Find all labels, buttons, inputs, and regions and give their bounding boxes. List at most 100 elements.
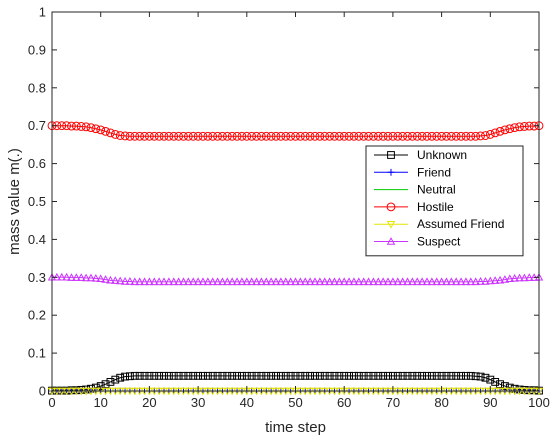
circle-marker (242, 131, 252, 141)
triangle-up-marker (388, 277, 398, 286)
circle-marker (140, 131, 149, 141)
square-marker (130, 371, 139, 380)
triangle-up-marker (252, 277, 261, 286)
x-tick-label: 100 (528, 395, 550, 410)
triangle-up-marker (115, 276, 125, 285)
circle-marker (344, 131, 354, 141)
circle-marker (222, 131, 232, 141)
square-marker (369, 371, 378, 380)
circle-marker (106, 128, 115, 138)
square-marker (106, 378, 115, 386)
square-marker (179, 371, 188, 380)
triangle-up-marker (296, 277, 305, 286)
circle-marker (271, 131, 281, 141)
triangle-up-marker (111, 276, 120, 284)
square-marker (228, 371, 237, 380)
circle-marker (398, 131, 408, 141)
triangle-up-marker (257, 277, 266, 286)
triangle-up-marker (520, 273, 529, 282)
triangle-up-marker (510, 274, 519, 282)
legend-label: Suspect (417, 235, 461, 249)
triangle-up-marker (447, 277, 456, 286)
legend: Unknown Friend Neutral Hostile Assumed Frien… (365, 145, 524, 257)
x-tick-label: 10 (93, 395, 107, 410)
circle-marker (369, 131, 378, 141)
triangle-up-marker (237, 277, 247, 286)
circle-marker (364, 131, 373, 141)
triangle-up-marker (383, 277, 393, 286)
square-marker (374, 371, 383, 380)
triangle-up-marker (451, 277, 461, 286)
circle-marker (62, 121, 72, 131)
circle-marker (257, 131, 266, 141)
triangle-up-marker (286, 277, 295, 286)
square-marker (398, 371, 407, 380)
triangle-up-marker (456, 277, 466, 286)
triangle-up-marker (525, 273, 534, 281)
series-line (52, 125, 540, 137)
square-marker (320, 371, 329, 380)
triangle-up-marker (76, 273, 86, 281)
legend-entry: Hostile (374, 200, 454, 214)
square-marker (447, 371, 456, 380)
circle-marker (76, 122, 86, 131)
circle-marker (286, 131, 296, 141)
circle-marker (154, 131, 164, 141)
triangle-up-marker (310, 277, 320, 286)
square-marker (481, 373, 490, 382)
circle-marker (388, 131, 398, 141)
triangle-up-marker (150, 277, 159, 286)
triangle-up-marker (466, 277, 476, 286)
legend-label: Assumed Friend (417, 217, 504, 231)
y-tick-label: 0.7 (28, 118, 46, 133)
triangle-up-marker (369, 277, 378, 286)
square-marker (325, 371, 334, 380)
square-marker (359, 371, 368, 380)
square-marker (267, 371, 276, 380)
circle-marker (291, 131, 300, 141)
triangle-up-marker (193, 277, 203, 286)
square-marker (389, 371, 397, 380)
square-marker (247, 371, 256, 380)
square-marker (213, 371, 222, 380)
square-marker (184, 371, 193, 380)
circle-marker (334, 131, 344, 141)
square-marker (491, 378, 500, 386)
circle-marker (183, 131, 193, 141)
series-hostile (47, 121, 544, 141)
circle-marker (227, 131, 237, 141)
triangle-up-marker (490, 276, 500, 284)
triangle-up-marker (140, 277, 149, 286)
square-marker (471, 372, 480, 381)
square-marker (379, 371, 388, 380)
square-marker (354, 371, 363, 380)
square-marker (432, 371, 441, 380)
circle-marker (481, 131, 490, 140)
square-marker (140, 371, 149, 380)
triangle-up-marker (408, 277, 417, 286)
legend-label: Unknown (417, 148, 467, 162)
circle-marker (237, 131, 247, 141)
circle-marker (208, 131, 218, 141)
square-marker (276, 371, 285, 380)
series-suspect (47, 272, 544, 286)
circle-marker (300, 131, 310, 141)
circle-marker (149, 131, 159, 141)
circle-marker (442, 131, 451, 141)
triangle-up-marker (442, 277, 451, 286)
triangle-up-marker (476, 277, 485, 285)
triangle-up-marker (386, 237, 396, 245)
circle-marker (427, 131, 437, 141)
circle-marker (471, 131, 481, 141)
x-tick-label: 90 (483, 395, 497, 410)
circle-marker (169, 131, 179, 141)
square-marker (223, 371, 232, 380)
circle-marker (383, 131, 393, 141)
legend-entry: Friend (374, 165, 451, 179)
circle-marker (71, 121, 81, 131)
square-marker (408, 371, 417, 380)
square-marker (413, 371, 422, 380)
triangle-up-marker (91, 274, 101, 282)
square-marker (442, 371, 451, 380)
